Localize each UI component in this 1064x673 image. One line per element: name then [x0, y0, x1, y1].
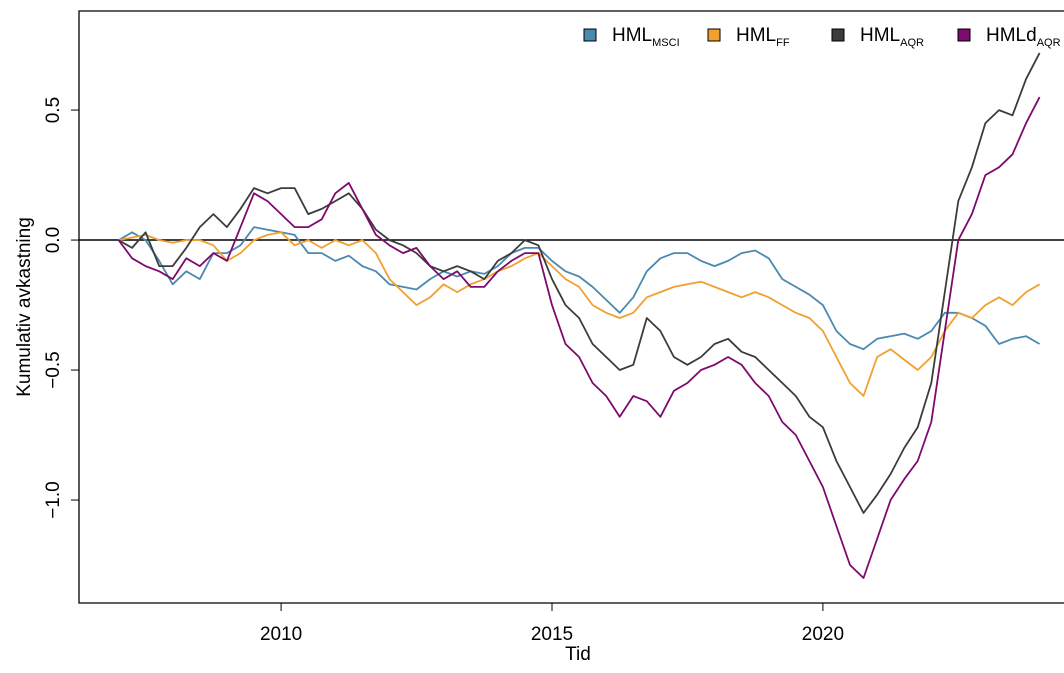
series-line: [117, 96, 1041, 579]
x-axis-title: Tid: [565, 644, 591, 665]
legend-swatch: [583, 28, 597, 42]
legend-label: HMLMSCI: [612, 25, 680, 49]
legend-subscript: AQR: [900, 37, 924, 49]
series-line: [118, 231, 1041, 397]
legend-swatch: [707, 28, 721, 42]
legend-swatch: [831, 28, 845, 42]
legend-name: HMLd: [986, 25, 1037, 46]
series-line: [118, 226, 1041, 351]
legend-name: HML: [860, 25, 900, 46]
y-tick-label: 0.5: [43, 97, 64, 123]
legend-name: HML: [612, 25, 652, 46]
plot-frame: [78, 10, 1064, 604]
series-line: [118, 52, 1041, 514]
x-tick-label: 2010: [260, 624, 302, 645]
y-tick-label: −1.0: [43, 481, 64, 519]
legend-swatch: [957, 28, 971, 42]
y-tick-label: −0.5: [43, 351, 64, 389]
legend-subscript: AQR: [1037, 37, 1061, 49]
x-tick-label: 2015: [531, 624, 573, 645]
legend-subscript: MSCI: [652, 37, 680, 49]
legend-name: HML: [736, 25, 776, 46]
y-axis-title: Kumulativ avkastning: [14, 217, 35, 397]
legend-label: HMLdAQR: [986, 25, 1061, 49]
legend-label: HMLFF: [736, 25, 790, 49]
legend-label: HMLAQR: [860, 25, 924, 49]
x-tick-label: 2020: [802, 624, 844, 645]
y-tick-label: 0.0: [43, 227, 64, 253]
legend-subscript: FF: [776, 37, 790, 49]
